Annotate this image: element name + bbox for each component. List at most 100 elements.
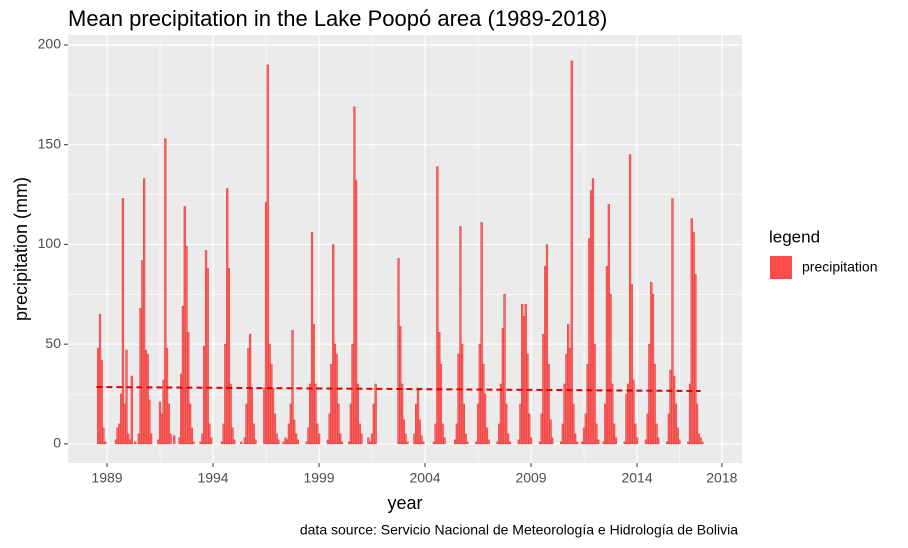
bar: [422, 441, 425, 445]
bar: [485, 427, 489, 445]
bar: [146, 353, 149, 445]
bar: [669, 369, 672, 445]
bar: [275, 433, 278, 445]
bar: [589, 190, 593, 445]
bar: [245, 403, 248, 445]
bar: [252, 423, 255, 445]
y-tick-label: 200: [38, 36, 62, 52]
bar: [287, 423, 291, 445]
bar: [634, 423, 637, 445]
bar: [526, 353, 529, 445]
bar: [271, 387, 275, 445]
legend-label: precipitation: [802, 259, 878, 275]
bar: [529, 437, 533, 445]
bar: [208, 423, 211, 445]
bar: [584, 413, 587, 445]
bar: [464, 433, 467, 445]
bar: [96, 347, 100, 445]
bar: [330, 363, 333, 445]
bar: [528, 413, 531, 445]
bar: [308, 383, 312, 445]
bar: [169, 433, 172, 445]
bar: [597, 439, 600, 445]
bar: [160, 413, 163, 445]
bar: [164, 138, 167, 445]
axes: 0 50 100 150 200 1989 1994 1999 2004 2009 2014 2018: [38, 36, 738, 486]
bar: [142, 178, 146, 445]
bar: [128, 439, 132, 445]
bar: [148, 399, 151, 445]
bar: [593, 343, 596, 445]
bar: [134, 441, 137, 445]
bar: [549, 419, 552, 445]
bar: [605, 266, 609, 445]
bar: [653, 363, 656, 445]
marks: [96, 60, 704, 445]
bar: [611, 383, 614, 445]
bar: [443, 437, 446, 445]
x-tick-label: 2004: [409, 470, 440, 486]
bar: [293, 419, 296, 445]
bar: [630, 284, 633, 445]
bar: [190, 427, 193, 445]
bar: [655, 423, 658, 445]
bar: [547, 363, 550, 445]
bar: [367, 437, 370, 445]
bar: [551, 437, 554, 445]
bar: [277, 439, 280, 445]
bar: [635, 437, 639, 445]
bar: [507, 433, 510, 445]
bar: [282, 441, 285, 445]
bar: [167, 403, 171, 445]
bar: [404, 433, 407, 445]
legend: legend precipitation: [769, 227, 878, 279]
bar: [466, 441, 469, 445]
bar: [202, 345, 206, 445]
bar: [574, 433, 577, 445]
bar: [149, 433, 153, 445]
bar: [678, 439, 681, 445]
bar: [699, 437, 702, 445]
bar: [462, 403, 465, 445]
x-tick-label: 1994: [197, 470, 228, 486]
trend-line: [96, 386, 701, 393]
bar: [595, 423, 598, 445]
bar: [240, 441, 243, 445]
bar: [351, 343, 354, 445]
bar: [457, 353, 460, 445]
bar: [420, 435, 423, 445]
x-tick-label: 2009: [515, 470, 546, 486]
bar: [441, 423, 444, 445]
bar: [229, 383, 232, 445]
bar: [173, 435, 176, 445]
bar: [294, 433, 298, 445]
bar: [317, 433, 321, 445]
legend-title: legend: [769, 227, 820, 246]
bar: [648, 343, 651, 445]
bar: [210, 437, 213, 445]
y-tick-label: 50: [45, 335, 61, 351]
bar: [399, 325, 402, 445]
bar: [139, 307, 142, 445]
bar: [104, 441, 107, 445]
bar: [542, 333, 545, 445]
bar: [418, 419, 421, 445]
bar: [563, 383, 566, 445]
bar: [439, 363, 443, 445]
bar: [127, 433, 130, 445]
bar: [335, 353, 338, 445]
bar: [676, 427, 679, 445]
bar: [340, 441, 344, 445]
bar: [100, 359, 103, 445]
bar: [165, 347, 169, 445]
bar: [102, 427, 105, 445]
bar: [401, 383, 404, 445]
bar: [402, 419, 405, 445]
bar: [354, 180, 358, 445]
bar: [609, 294, 612, 445]
bar: [339, 433, 342, 445]
bar: [627, 383, 630, 445]
bar: [613, 423, 616, 445]
x-tick-label: 1999: [303, 470, 334, 486]
